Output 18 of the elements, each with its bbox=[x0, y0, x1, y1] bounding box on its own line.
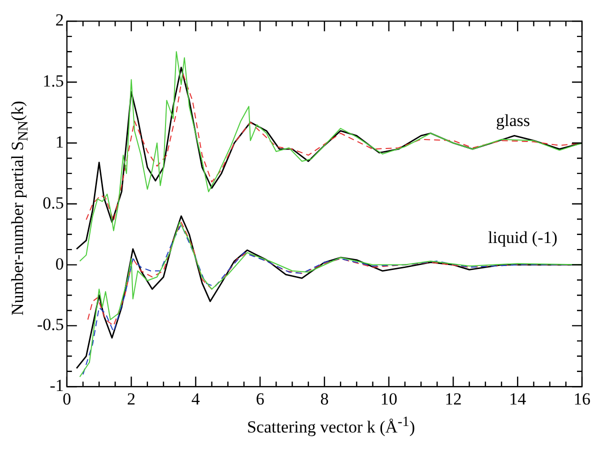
x-tick-label: 4 bbox=[191, 389, 200, 408]
x-tick-label: 16 bbox=[574, 389, 590, 408]
x-tick-label: 12 bbox=[444, 389, 462, 408]
x-tick-label: 6 bbox=[256, 389, 264, 408]
y-tick-label: 1 bbox=[55, 132, 64, 152]
annotation: liquid (-1) bbox=[488, 228, 558, 248]
y-tick-label: -0.5 bbox=[36, 315, 64, 334]
x-axis-title: Scattering vector k (Å$^{-1}$) bbox=[246, 414, 416, 438]
x-tick-label: 10 bbox=[380, 389, 398, 408]
y-tick-label: 0.5 bbox=[42, 193, 64, 212]
y-tick-label: 2 bbox=[55, 10, 64, 30]
x-tick-label: 8 bbox=[320, 389, 329, 408]
y-tick-label: -1 bbox=[50, 376, 64, 396]
x-tick-label: 14 bbox=[509, 389, 527, 408]
y-tick-label: 0 bbox=[55, 254, 64, 274]
x-tick-label: 2 bbox=[127, 389, 136, 408]
annotation: glass bbox=[496, 111, 530, 131]
y-tick-label: 1.5 bbox=[42, 72, 64, 91]
